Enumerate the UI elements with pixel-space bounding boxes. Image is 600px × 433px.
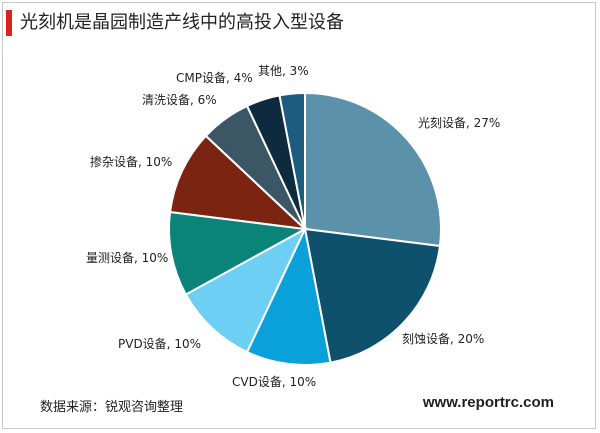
slice-label-3: CVD设备, 10% xyxy=(232,375,316,389)
website-url: www.reportrc.com xyxy=(422,394,554,411)
title-accent-bar xyxy=(6,10,12,36)
slice-label-6: 掺杂设备, 10% xyxy=(90,154,172,169)
slice-label-1: 光刻设备, 27% xyxy=(418,116,500,130)
slice-label-2: 刻蚀设备, 20% xyxy=(402,332,484,346)
data-source: 数据来源：锐观咨询整理 xyxy=(40,400,184,415)
slice-label-5: 量测设备, 10% xyxy=(86,251,168,265)
chart-title: 光刻机是晶园制造产线中的高投入型设备 xyxy=(20,12,344,33)
pie-slice-3 xyxy=(245,225,332,366)
slice-label-4: PVD设备, 10% xyxy=(118,337,201,351)
slice-label-9: 其他, 3% xyxy=(258,64,309,78)
pie-slice-9 xyxy=(278,91,306,230)
pie-slice-5 xyxy=(168,210,309,296)
pie-slice-2 xyxy=(303,227,442,364)
pie-slice-1 xyxy=(304,91,442,248)
pie-slice-6 xyxy=(168,134,308,231)
slice-label-7: 清洗设备, 6% xyxy=(142,93,217,107)
slice-label-8: CMP设备, 4% xyxy=(176,71,253,85)
pie-slice-4 xyxy=(184,226,308,354)
